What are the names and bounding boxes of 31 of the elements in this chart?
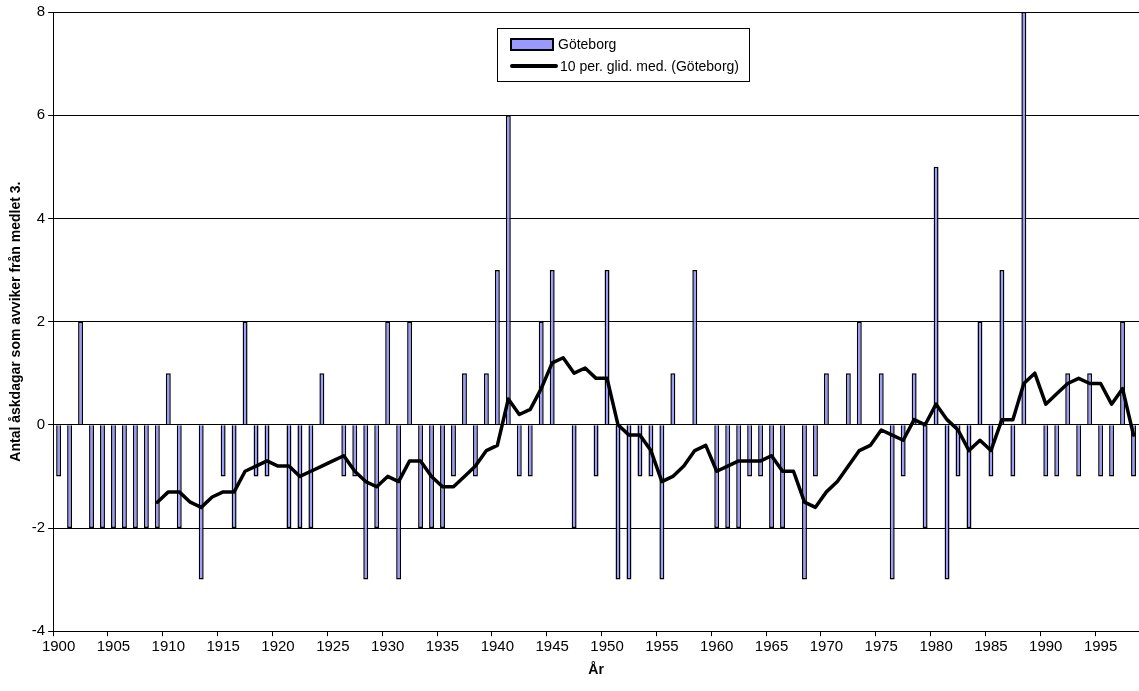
x-tick-label: 1985 — [974, 637, 1008, 655]
x-tick-label: 1995 — [1083, 637, 1118, 655]
x-tick-label: 1945 — [535, 637, 569, 655]
y-tick-label: 4 — [36, 208, 46, 226]
x-tick-label: 1980 — [919, 637, 953, 655]
x-tick-label: 1950 — [590, 637, 624, 655]
x-tick-label: 1960 — [700, 637, 734, 655]
x-tick-label: 1910 — [151, 637, 185, 655]
x-tick-label: 1965 — [754, 637, 789, 655]
y-axis-title: Antal åskdagar som avviker från medlet 3. — [7, 181, 24, 462]
x-tick-label: 1915 — [206, 637, 240, 655]
x-tick-label: 1930 — [370, 637, 405, 655]
legend-label: 10 per. glid. med. (Göteborg) — [560, 58, 739, 74]
x-tick-label: 1920 — [261, 637, 295, 655]
x-tick-label: 1925 — [316, 637, 350, 655]
x-tick-label: 1970 — [809, 637, 844, 655]
x-tick-label: 1940 — [480, 637, 515, 655]
x-tick-label: 1975 — [864, 637, 898, 655]
y-tick-label: 0 — [36, 414, 46, 432]
x-tick-label: 1905 — [96, 637, 131, 655]
y-tick-label: 6 — [36, 105, 46, 123]
x-tick-label: 1900 — [41, 637, 76, 655]
x-tick-label: 1990 — [1029, 637, 1063, 655]
y-tick-label: -2 — [31, 518, 46, 536]
y-tick-label: -4 — [31, 621, 46, 639]
y-tick-label: 2 — [36, 311, 46, 329]
x-tick-label: 1935 — [425, 637, 460, 655]
legend-label: Göteborg — [558, 36, 617, 52]
x-axis-title: År — [588, 661, 605, 678]
x-tick-label: 1955 — [645, 637, 679, 655]
y-tick-label: 8 — [36, 2, 46, 20]
